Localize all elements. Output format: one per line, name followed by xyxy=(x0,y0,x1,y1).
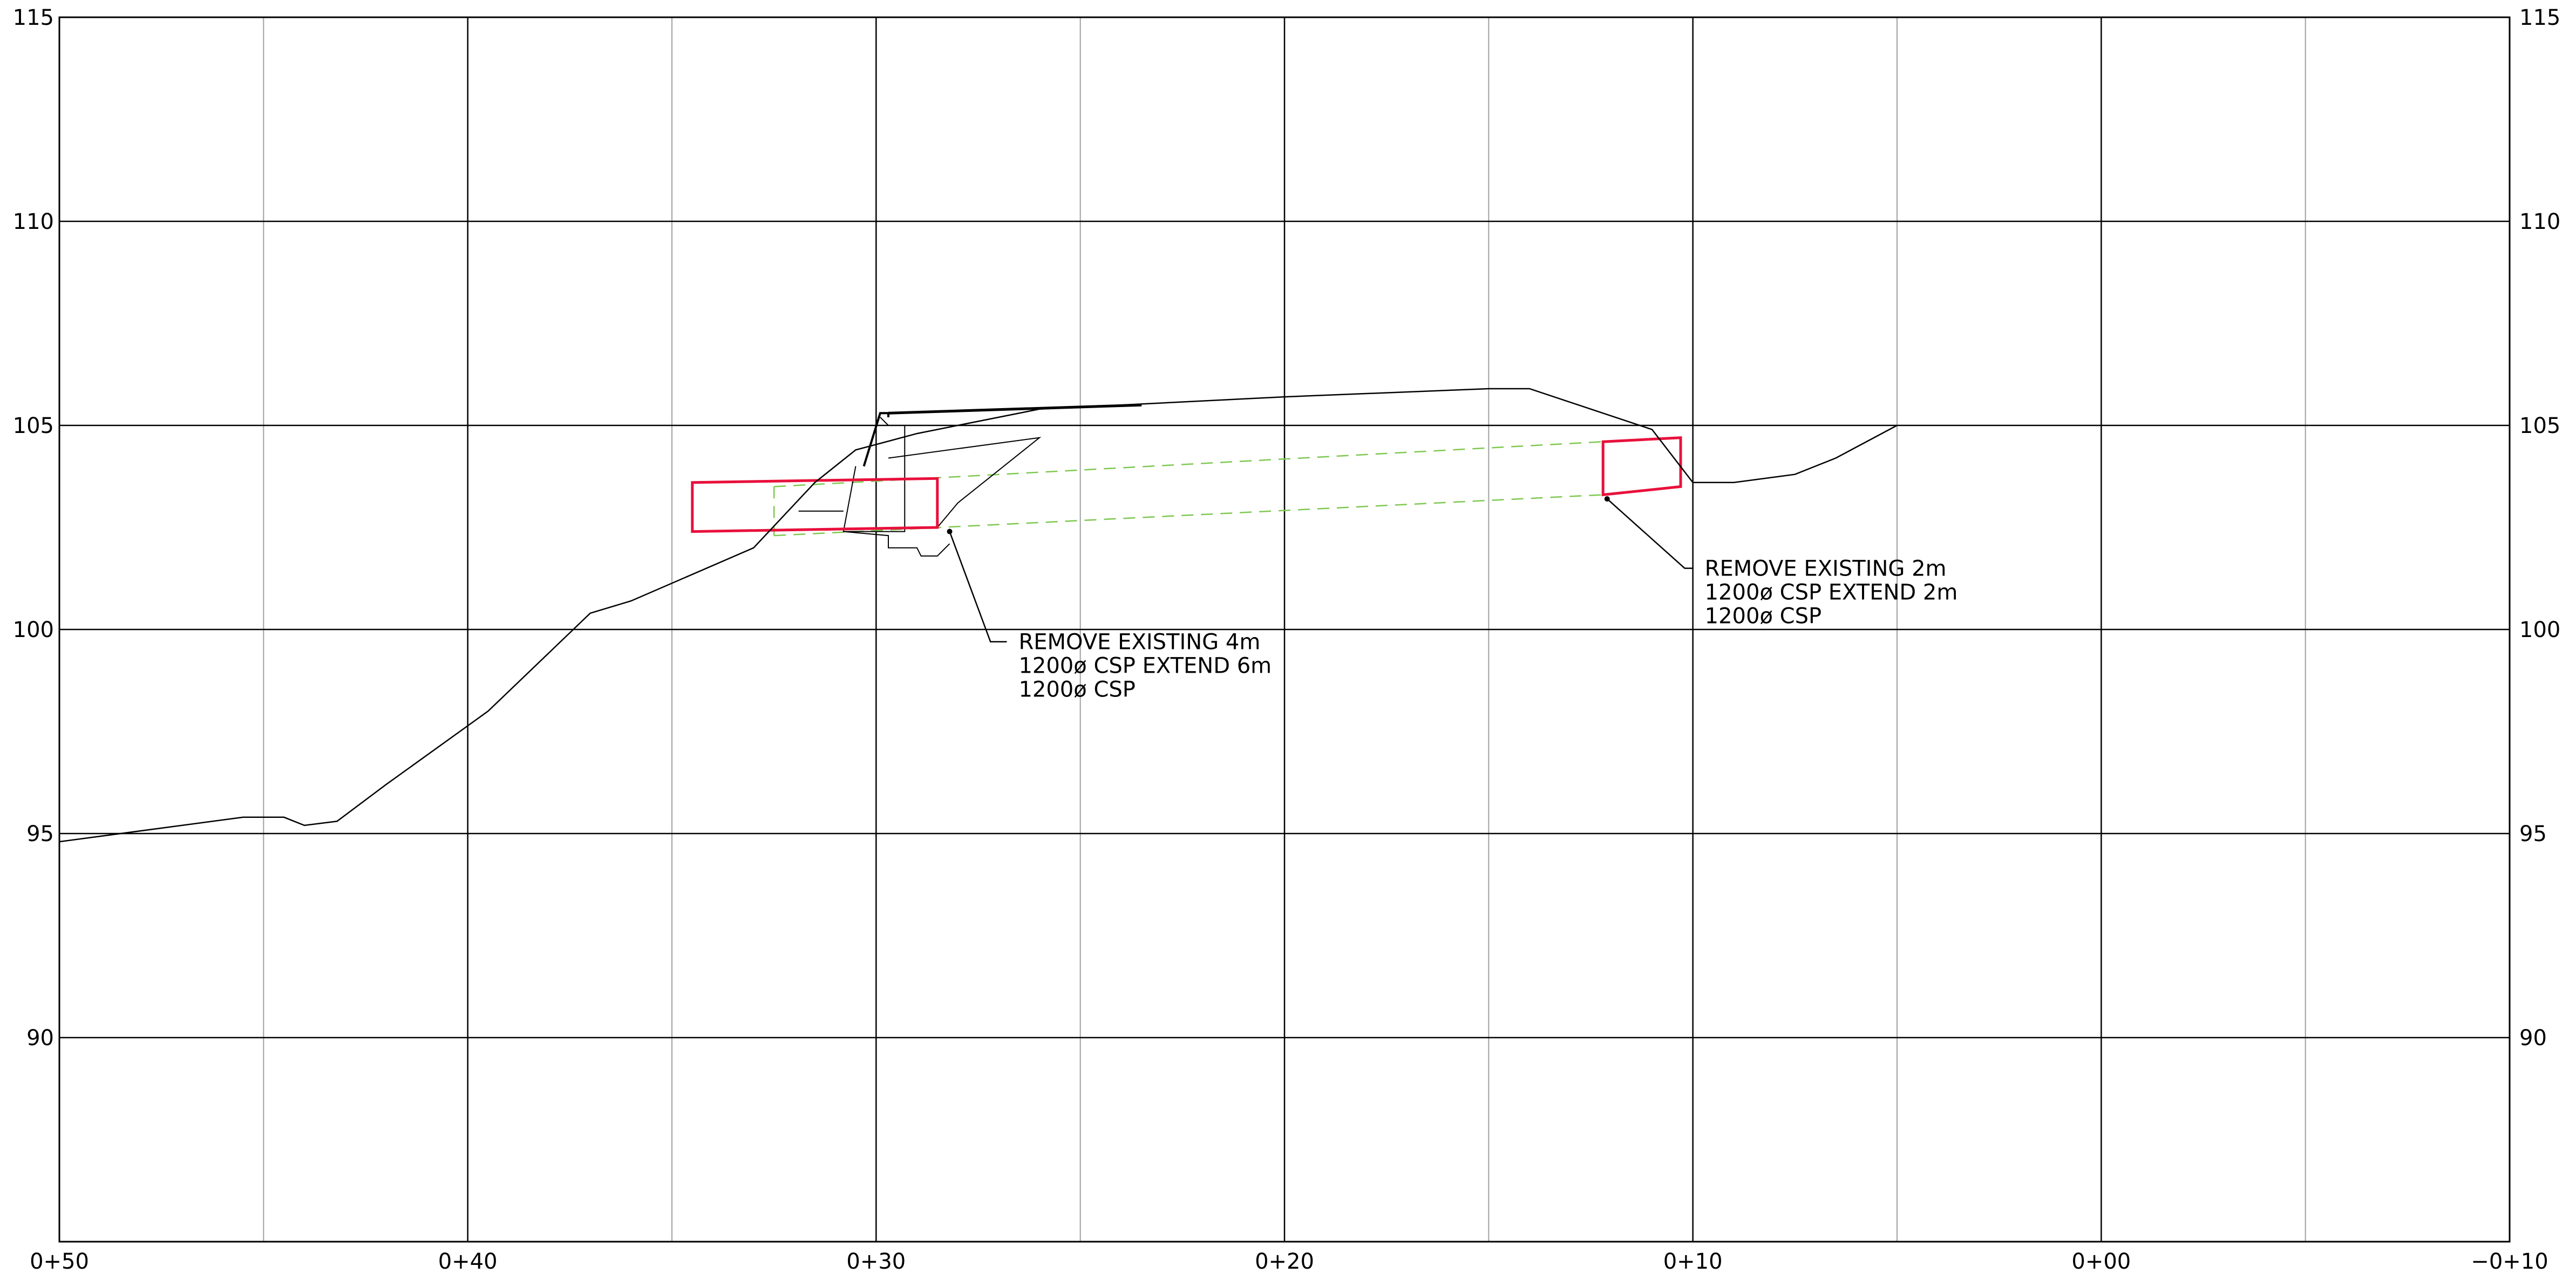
x-tick-label: 0+10 xyxy=(1663,1249,1723,1274)
pipe-extension-bottom-line xyxy=(774,494,1603,537)
y-tick-label-right: 105 xyxy=(2519,414,2560,438)
culvert-right-leader xyxy=(1606,498,1693,569)
ground-profile xyxy=(59,388,1898,843)
existing-pipe-outline xyxy=(888,437,1042,528)
plot-frame xyxy=(58,16,2511,1243)
y-axis-labels-right: 115 110 105 100 95 90 xyxy=(2519,5,2560,1051)
culvert-left-note-line: REMOVE EXISTING 4m xyxy=(1018,630,1260,655)
x-tick-label: 0+50 xyxy=(30,1249,89,1274)
plot-border xyxy=(58,16,2511,1243)
culvert-structures xyxy=(691,403,1682,557)
grid-major-lines xyxy=(59,17,2510,1242)
x-tick-label: 0+20 xyxy=(1255,1249,1314,1274)
culvert-right-note-line: 1200ø CSP xyxy=(1705,604,1821,629)
culvert-left-leader xyxy=(949,531,1007,642)
x-tick-label: −0+10 xyxy=(2471,1249,2548,1274)
x-tick-label: 0+00 xyxy=(2071,1249,2131,1274)
y-tick-label-right: 100 xyxy=(2519,618,2560,642)
culvert-box-right xyxy=(1601,436,1682,497)
culvert-right-note-line: REMOVE EXISTING 2m xyxy=(1705,557,1947,581)
culvert-right-leader-arrow xyxy=(1604,496,1610,502)
y-tick-label-right: 110 xyxy=(2519,209,2560,234)
existing-pipe-base xyxy=(843,531,950,557)
x-tick-label: 0+30 xyxy=(846,1249,906,1274)
y-tick-label-left: 95 xyxy=(26,822,54,846)
culvert-left-note-line: 1200ø CSP EXTEND 6m xyxy=(1018,654,1272,679)
culvert-right-note-line: 1200ø CSP EXTEND 2m xyxy=(1705,580,1958,605)
y-tick-label-left: 90 xyxy=(26,1026,54,1051)
y-tick-label-right: 90 xyxy=(2519,1026,2547,1051)
y-tick-label-right: 115 xyxy=(2519,5,2560,30)
x-tick-label: 0+40 xyxy=(438,1249,498,1274)
y-tick-label-left: 100 xyxy=(13,618,54,642)
y-tick-label-left: 110 xyxy=(13,209,54,234)
ground-line xyxy=(59,388,1898,843)
y-tick-label-left: 105 xyxy=(13,414,54,438)
y-axis-labels-left: 115 110 105 100 95 90 xyxy=(13,5,54,1051)
road-shoulder xyxy=(862,412,889,467)
culvert-left-leader-arrow xyxy=(947,529,953,534)
y-tick-label-left: 115 xyxy=(13,5,54,30)
culvert-box-left xyxy=(691,477,939,533)
y-tick-label-right: 95 xyxy=(2519,822,2547,846)
x-axis-labels: 0+50 0+40 0+30 0+20 0+10 0+00 −0+10 xyxy=(30,1249,2548,1274)
culvert-left-note-line: 1200ø CSP xyxy=(1018,678,1135,702)
